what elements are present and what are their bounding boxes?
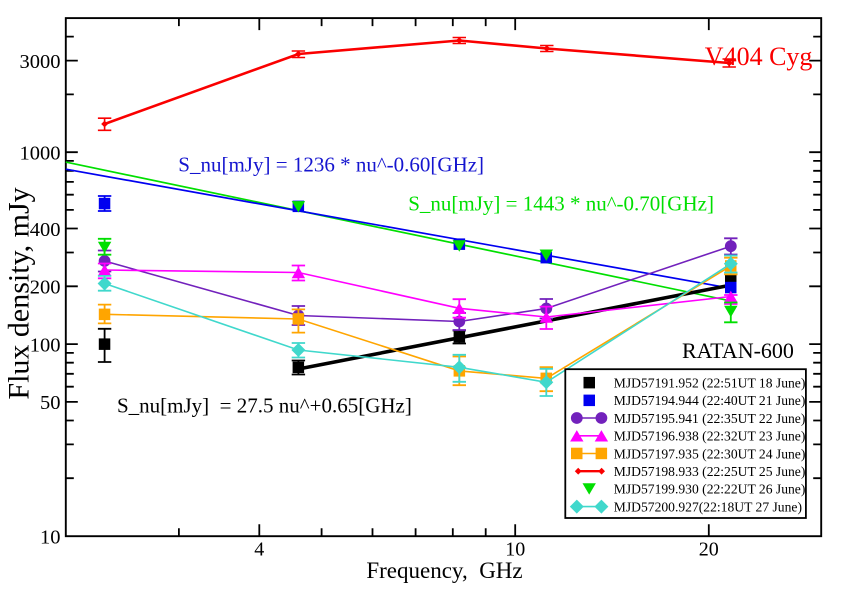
svg-text:10: 10 xyxy=(40,526,61,548)
svg-text:S_nu[mJy] = 1443 * nu^-0.70[GH: S_nu[mJy] = 1443 * nu^-0.70[GHz] xyxy=(408,192,714,216)
svg-text:MJD57195.941 (22:35UT 22 June): MJD57195.941 (22:35UT 22 June) xyxy=(614,411,806,427)
svg-text:4: 4 xyxy=(254,539,264,561)
svg-text:S_nu[mJy] = 27.5 nu^+0.65[GHz: S_nu[mJy] = 27.5 nu^+0.65[GHz] xyxy=(117,393,412,417)
svg-text:100: 100 xyxy=(30,334,61,356)
svg-text:S_nu[mJy] = 1236 * nu^-0.60[GH: S_nu[mJy] = 1236 * nu^-0.60[GHz] xyxy=(178,153,484,177)
svg-text:MJD57191.952 (22:51UT 18 June): MJD57191.952 (22:51UT 18 June) xyxy=(614,375,806,391)
svg-text:MJD57196.938 (22:32UT 23 June): MJD57196.938 (22:32UT 23 June) xyxy=(614,429,806,445)
svg-text:MJD57200.927(22:18UT 27 June): MJD57200.927(22:18UT 27 June) xyxy=(614,499,802,515)
svg-text:1000: 1000 xyxy=(20,143,61,165)
svg-text:MJD57199.930 (22:22UT 26 June): MJD57199.930 (22:22UT 26 June) xyxy=(614,482,806,498)
svg-text:MJD57197.935 (22:30UT 24 June): MJD57197.935 (22:30UT 24 June) xyxy=(614,446,806,462)
svg-text:200: 200 xyxy=(30,277,61,299)
svg-text:50: 50 xyxy=(40,392,61,414)
svg-text:20: 20 xyxy=(699,539,719,561)
svg-text:3000: 3000 xyxy=(20,51,61,73)
svg-text:MJD57194.944 (22:40UT 21 June): MJD57194.944 (22:40UT 21 June) xyxy=(614,393,806,409)
svg-text:400: 400 xyxy=(30,219,61,241)
svg-text:RATAN-600: RATAN-600 xyxy=(682,338,794,363)
svg-text:10: 10 xyxy=(505,539,525,561)
svg-text:Frequency, GHz: Frequency, GHz xyxy=(366,558,522,583)
svg-text:MJD57198.933 (22:25UT 25 June): MJD57198.933 (22:25UT 25 June) xyxy=(614,464,806,480)
svg-text:V404 Cyg: V404 Cyg xyxy=(705,42,813,71)
svg-text:Flux density, mJy: Flux density, mJy xyxy=(3,187,36,399)
